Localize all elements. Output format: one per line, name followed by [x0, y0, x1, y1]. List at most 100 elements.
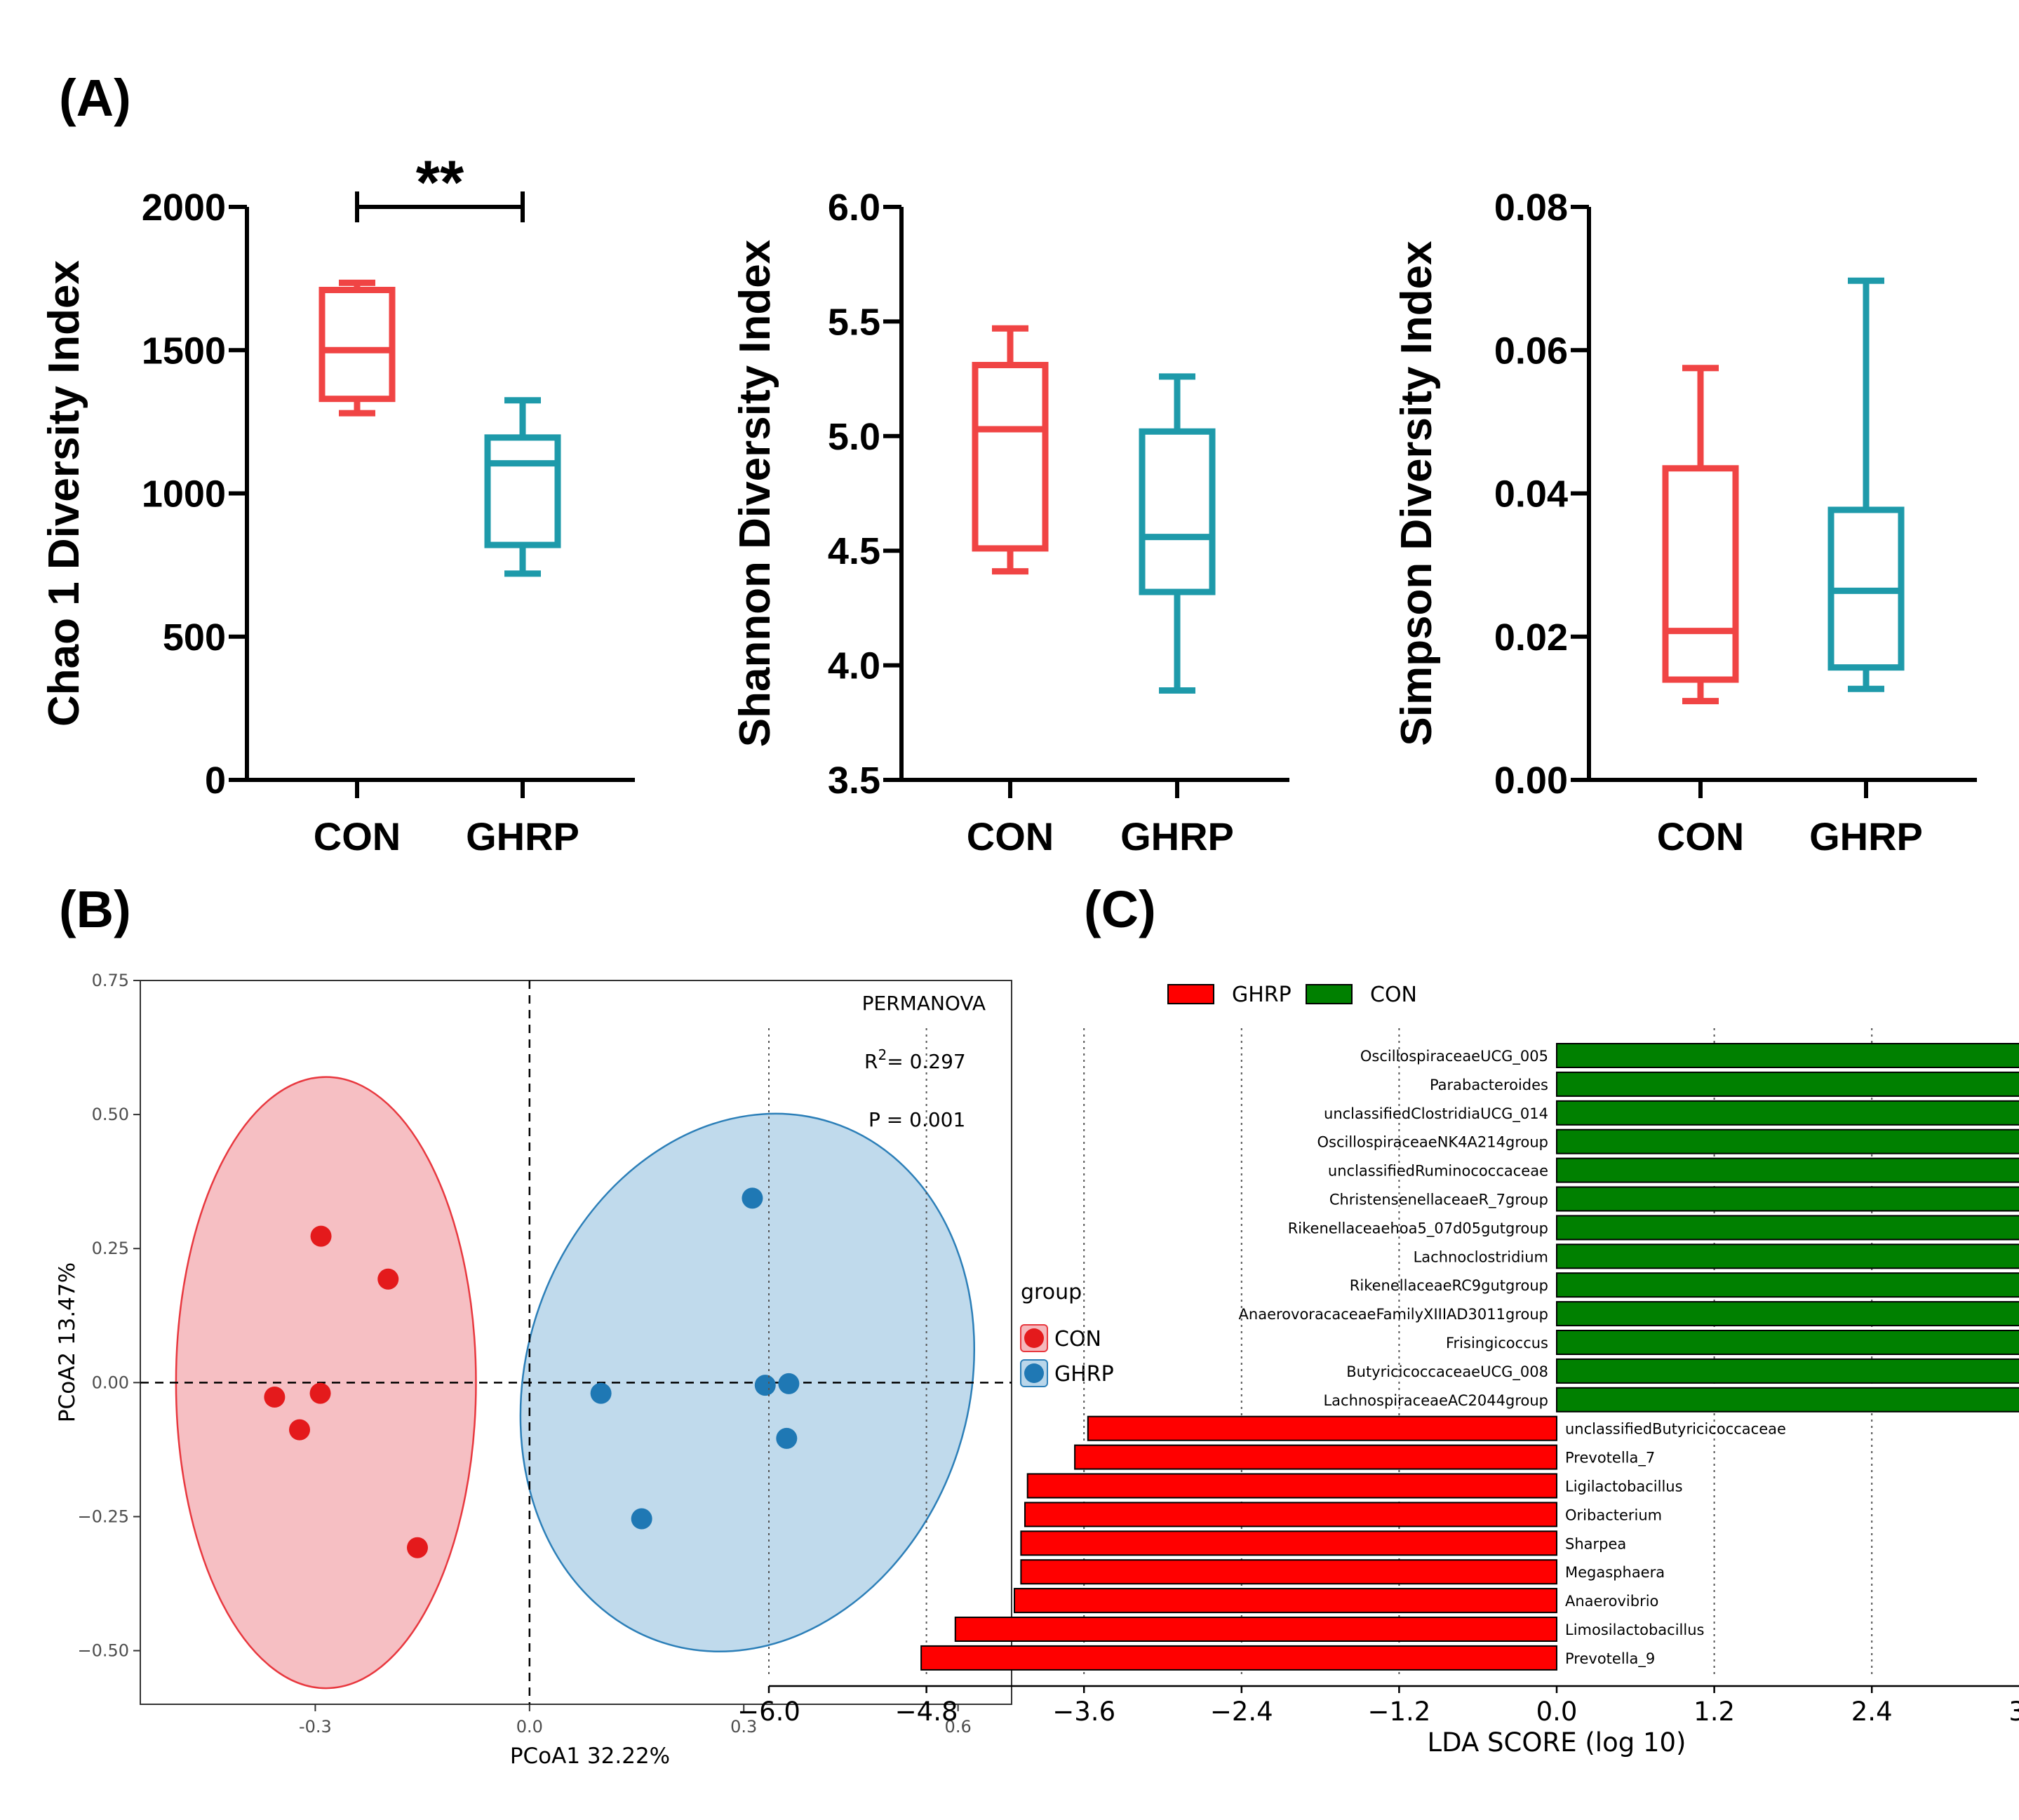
- simpson-y-axis-label: Simpson Diversity Index: [1393, 241, 1441, 746]
- pcoa-p-value: P = 0.001: [868, 1108, 965, 1131]
- simpson-category-label: CON: [1657, 814, 1744, 858]
- chao1-y-tick-label: 1000: [142, 473, 226, 515]
- simpson-y-tick-label: 0.08: [1494, 187, 1568, 229]
- pcoa-y-tick-label: 0.00: [92, 1373, 129, 1392]
- pcoa-x-tick-label: -0.3: [299, 1717, 332, 1737]
- lefse-taxon-label: Prevotella_9: [1565, 1650, 1655, 1668]
- chao1-y-tick-label: 1500: [142, 330, 226, 372]
- shannon-y-axis-label: Shannon Diversity Index: [731, 239, 779, 747]
- lefse-taxon-label: ButyricicoccaceaeUCG_008: [1346, 1363, 1548, 1381]
- lefse-taxon-label: Sharpea: [1565, 1535, 1626, 1552]
- lefse-legend-key-con: [1306, 984, 1353, 1004]
- pcoa-plot: -0.3 0.0 0.3 0.6 −0.50 −0.25 0.00 0.25 0.50 0.75 P…: [55, 971, 1114, 1769]
- chao1-y-tick-label: 0: [205, 760, 226, 802]
- lefse-bar-sharpea: [1020, 1530, 1557, 1556]
- pcoa-point-con: [289, 1419, 311, 1441]
- pcoa-point-ghrp: [776, 1427, 798, 1449]
- chao1-con-box: [318, 286, 396, 403]
- lefse-bar-megasphaera: [1020, 1559, 1557, 1585]
- lefse-bar-ligilactobacillus: [1026, 1473, 1558, 1499]
- pcoa-point-ghrp: [754, 1375, 776, 1396]
- lefse-x-tick-label: −6.0: [737, 1697, 800, 1727]
- simpson-category-label: GHRP: [1809, 814, 1923, 858]
- pcoa-point-ghrp: [631, 1508, 652, 1530]
- lefse-taxon-label: RikenellaceaeRC9gutgroup: [1350, 1277, 1548, 1294]
- pcoa-legend-title: group: [1021, 1280, 1082, 1305]
- lefse-taxon-label: LachnospiraceaeAC2044group: [1323, 1392, 1548, 1409]
- shannon-category-label: CON: [967, 814, 1054, 858]
- simpson-y-tick-label: 0.00: [1494, 760, 1568, 802]
- lefse-taxon-label: ChristensenellaceaeR_7group: [1329, 1192, 1548, 1209]
- chao1-y-tick-label: 2000: [142, 187, 226, 229]
- simpson-y-tick-label: 0.06: [1494, 330, 1568, 372]
- lefse-bar-anaerovibrio: [1014, 1588, 1558, 1614]
- lefse-bar-unclassifiedclostridiaucg-014: [1556, 1100, 2019, 1126]
- pcoa-point-ghrp: [590, 1382, 612, 1404]
- lefse-taxon-label: OscillospiraceaeUCG_005: [1360, 1048, 1548, 1065]
- shannon-y-tick-label: 4.0: [828, 645, 880, 687]
- pcoa-point-con: [264, 1386, 286, 1408]
- pcoa-y-tick-label: −0.25: [77, 1506, 129, 1526]
- panel-label-c: (C): [1084, 880, 1156, 938]
- lefse-taxon-label: Prevotella_7: [1565, 1450, 1655, 1467]
- pcoa-x-tick-label: 0.3: [730, 1717, 757, 1737]
- lefse-taxon-label: Ligilactobacillus: [1565, 1478, 1683, 1495]
- lefse-bar-parabacteroides: [1556, 1071, 2019, 1097]
- lefse-bar-lachnoclostridium: [1556, 1243, 2019, 1269]
- lefse-x-tick-label: 3.6: [2008, 1697, 2019, 1727]
- pcoa-permanova-title: PERMANOVA: [862, 992, 986, 1015]
- lefse-bar-oscillospiraceaeucg-005: [1556, 1043, 2019, 1068]
- shannon-category-label: GHRP: [1120, 814, 1234, 858]
- lefse-taxon-label: Megasphaera: [1565, 1564, 1665, 1581]
- shannon-y-tick-label: 3.5: [828, 760, 880, 802]
- pcoa-y-tick-label: 0.25: [92, 1239, 129, 1258]
- lefse-bar-butyricicoccaceaeucg-008: [1556, 1358, 2019, 1384]
- pcoa-r2-symbol: R: [864, 1050, 878, 1073]
- lefse-taxon-label: Anaerovibrio: [1565, 1593, 1658, 1610]
- pcoa-legend-point-ghrp: [1024, 1363, 1044, 1383]
- pcoa-point-ghrp: [778, 1373, 800, 1394]
- lefse-legend-label-ghrp: GHRP: [1232, 983, 1292, 1007]
- pcoa-legend-point-con: [1024, 1328, 1044, 1348]
- lefse-bar-prevotella-9: [920, 1645, 1557, 1671]
- pcoa-point-con: [406, 1537, 428, 1558]
- simpson-y-tick-label: 0.02: [1494, 616, 1568, 659]
- chao1-y-tick-label: 500: [163, 616, 226, 659]
- pcoa-x-tick-label: 0.0: [516, 1717, 543, 1737]
- lefse-lda-chart: GHRP CON OscillospiraceaeUCG_005 Parabacter…: [737, 983, 2019, 1758]
- lefse-legend-label-con: CON: [1370, 983, 1417, 1007]
- lefse-bar-unclassifiedruminococcaceae: [1556, 1157, 2019, 1183]
- pcoa-y-axis-label: PCoA2 13.47%: [55, 1262, 80, 1422]
- pcoa-y-tick-label: 0.75: [92, 971, 129, 990]
- lefse-taxon-label: Rikenellaceaehoa5_07d05gutgroup: [1288, 1220, 1548, 1237]
- lefse-bar-rikenellaceaerc9gutgroup: [1556, 1272, 2019, 1298]
- chao1-ghrp-box: [484, 434, 561, 548]
- lefse-taxon-label: Limosilactobacillus: [1565, 1622, 1704, 1638]
- lefse-bar-frisingicoccus: [1556, 1330, 2019, 1355]
- simpson-con-box: [1662, 465, 1739, 683]
- lefse-bar-lachnospiraceaeac2044group: [1556, 1387, 2019, 1413]
- lefse-taxon-label: Oribacterium: [1565, 1506, 1662, 1523]
- lefse-bar-oscillospiraceaenk4a214group: [1556, 1128, 2019, 1154]
- lefse-x-tick-label: 2.4: [1851, 1697, 1893, 1727]
- chao1-significance-label: **: [416, 147, 464, 217]
- panel-label-a: (A): [59, 69, 131, 127]
- lefse-taxon-label: unclassifiedButyricicoccaceae: [1565, 1421, 1786, 1438]
- lefse-bar-prevotella-7: [1074, 1444, 1558, 1470]
- pcoa-y-tick-label: 0.50: [92, 1105, 129, 1124]
- pcoa-r2-superscript: 2: [878, 1046, 887, 1063]
- pcoa-point-con: [377, 1268, 399, 1290]
- lefse-x-tick-label: −2.4: [1210, 1697, 1273, 1727]
- simpson-y-tick-label: 0.04: [1494, 473, 1568, 515]
- chao1-box-plot: 0 500 1000 1500 2000 Chao 1 Diversity Index CO…: [40, 147, 635, 858]
- lefse-taxon-label: AnaerovoracaceaeFamilyXIIIAD3011group: [1239, 1306, 1548, 1323]
- shannon-y-tick-label: 5.0: [828, 416, 880, 458]
- lefse-x-axis-label: LDA SCORE (log 10): [1428, 1727, 1686, 1758]
- lefse-bar-unclassifiedbutyricicoccaceae: [1087, 1415, 1557, 1441]
- pcoa-x-tick-label: 0.6: [945, 1717, 972, 1737]
- shannon-y-tick-label: 6.0: [828, 187, 880, 229]
- lefse-x-tick-label: −3.6: [1052, 1697, 1115, 1727]
- pcoa-y-tick-label: −0.50: [77, 1641, 129, 1661]
- panel-label-b: (B): [59, 880, 131, 938]
